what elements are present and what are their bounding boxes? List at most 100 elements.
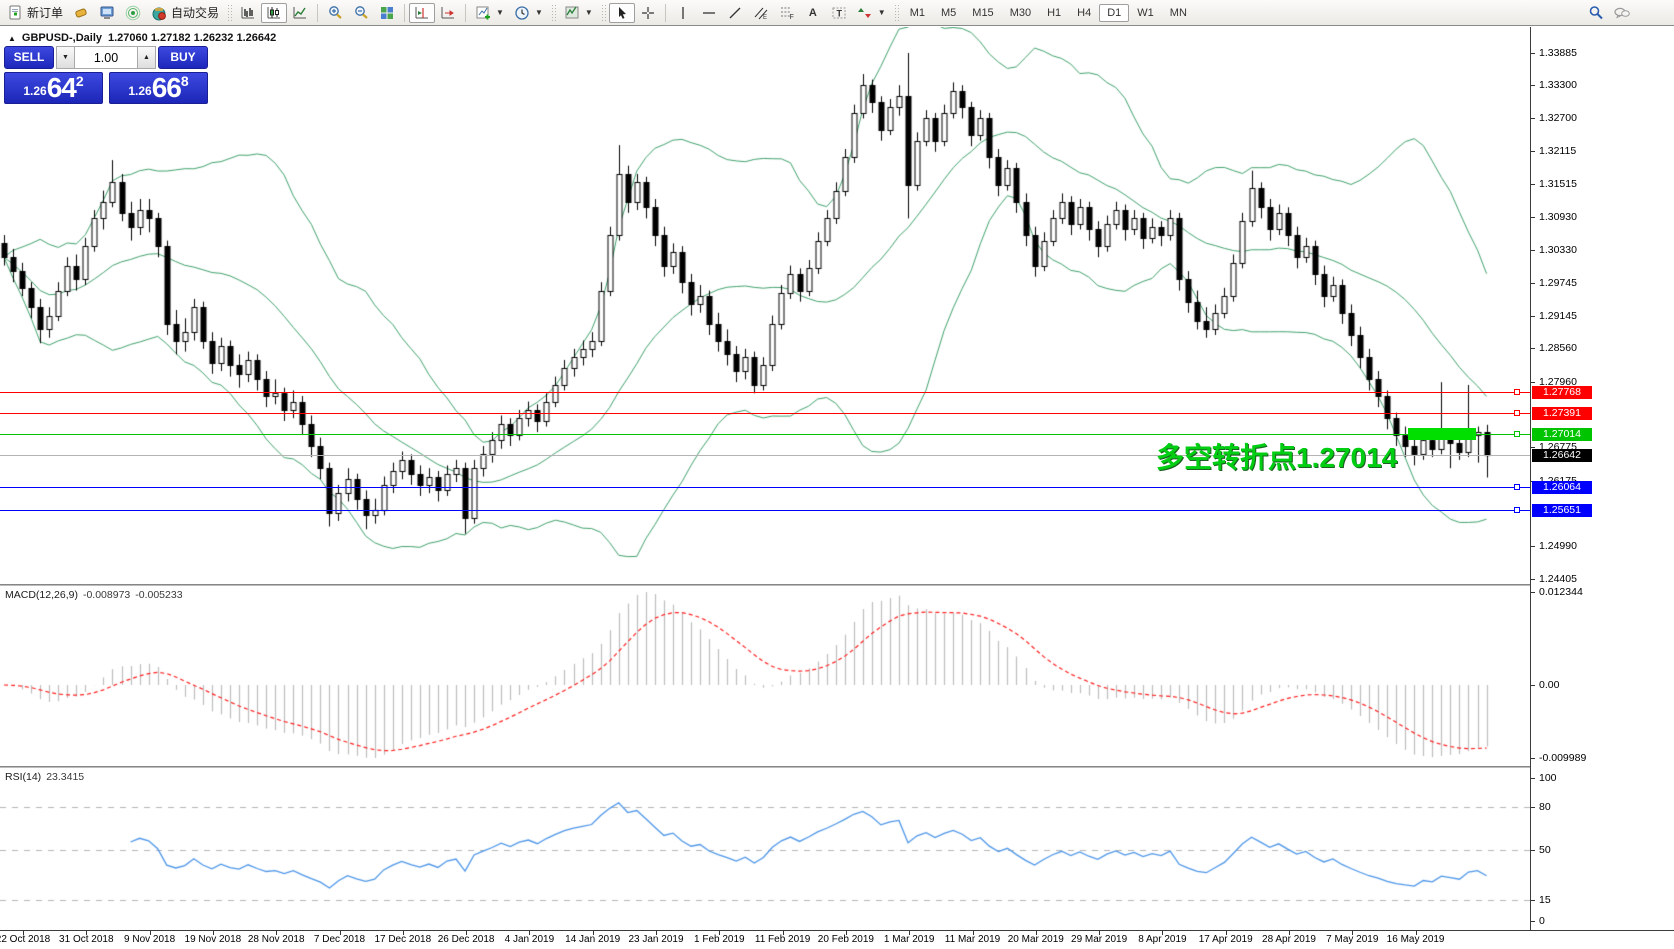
line-handle[interactable] [1514, 431, 1520, 437]
collapse-triangle-icon[interactable]: ▲ [8, 33, 16, 43]
signal-button[interactable] [120, 3, 146, 23]
axis-tick-label: 1.29145 [1539, 310, 1577, 322]
highlight-rectangle[interactable] [1408, 428, 1476, 440]
chart-shift-button[interactable] [409, 2, 436, 23]
timeframe-h4-button[interactable]: H4 [1077, 6, 1092, 19]
zoom-in-icon [327, 5, 343, 21]
bar-chart-button[interactable] [235, 3, 261, 23]
terminal-button[interactable] [94, 3, 120, 23]
macd-label: MACD(12,26,9) -0.008973 -0.005233 [5, 589, 183, 601]
timeframe-d1-button[interactable]: D1 [1099, 3, 1130, 22]
candlestick-chart-canvas[interactable] [0, 27, 1530, 584]
template-button[interactable]: ▼ [559, 3, 598, 23]
period-button[interactable]: ▼ [509, 3, 548, 23]
terminal-icon [99, 5, 115, 21]
axis-tick-label: 1.32115 [1539, 145, 1577, 157]
volume-increase-button[interactable]: ▲ [137, 46, 156, 69]
timeframe-m1-button[interactable]: M1 [909, 6, 925, 19]
horizontal-line-icon [701, 5, 717, 21]
pane-separator[interactable] [0, 766, 1674, 768]
sell-price-display[interactable]: 1.26 64 2 [4, 72, 103, 104]
auto-scroll-button[interactable] [435, 3, 461, 23]
buy-button[interactable]: BUY [158, 46, 208, 69]
date-label: 28 Nov 2018 [247, 934, 305, 945]
timeframe-m15-button[interactable]: M15 [972, 6, 994, 19]
period-icon [514, 5, 530, 21]
date-label: 9 Nov 2018 [124, 934, 176, 945]
auto-trading-button[interactable]: 自动交易 [146, 3, 224, 23]
date-label: 17 Dec 2018 [374, 934, 432, 945]
toolbar-grip [550, 3, 556, 22]
axis-tick-label: 1.33885 [1539, 47, 1577, 59]
text-button[interactable]: A [800, 3, 826, 23]
horizontal-level-line-1.27768[interactable] [0, 392, 1530, 393]
horizontal-line-button[interactable] [696, 3, 722, 23]
date-label: 1 Feb 2019 [693, 934, 745, 945]
axis-tick-label: 1.31515 [1539, 178, 1577, 190]
line-handle[interactable] [1514, 389, 1520, 395]
svg-text:F: F [789, 14, 793, 21]
axis-tick-label: 1.28560 [1539, 342, 1577, 354]
text-icon: A [808, 6, 817, 19]
add-indicator-button[interactable]: ▼ [470, 3, 509, 23]
date-label: 17 Apr 2019 [1198, 934, 1253, 945]
horizontal-level-line-1.27391[interactable] [0, 413, 1530, 414]
date-label: 14 Jan 2019 [565, 934, 621, 945]
zoom-in-button[interactable] [322, 3, 348, 23]
toolbar-grip [227, 3, 233, 22]
volume-input[interactable] [75, 46, 137, 69]
volume-decrease-button[interactable]: ▼ [56, 46, 75, 69]
price-axis[interactable]: 1.33885 1.33300 1.32700 1.32115 1.31515 1.309… [1530, 27, 1674, 930]
label-button[interactable]: T [826, 3, 852, 23]
line-handle[interactable] [1514, 484, 1520, 490]
axis-tick-label: 1.27960 [1539, 376, 1577, 388]
chevron-down-icon: ▼ [877, 8, 886, 17]
channel-button[interactable]: E [748, 3, 774, 23]
cursor-button[interactable] [608, 2, 635, 23]
buy-price-display[interactable]: 1.26 66 8 [109, 72, 208, 104]
vertical-line-button[interactable] [670, 3, 696, 23]
fibonacci-button[interactable]: F [774, 3, 800, 23]
pane-separator[interactable] [0, 584, 1674, 586]
time-axis[interactable]: 22 Oct 2018 31 Oct 2018 9 Nov 2018 19 Nov 2… [0, 930, 1674, 949]
search-icon[interactable] [1588, 5, 1604, 21]
eraser-button[interactable] [68, 3, 94, 23]
sell-button[interactable]: SELL [4, 46, 54, 69]
ohlc-values: 1.27060 1.27182 1.26232 1.26642 [108, 32, 277, 44]
symbol-label: GBPUSD-,Daily [21, 32, 102, 44]
horizontal-level-line-1.25651[interactable] [0, 510, 1530, 511]
date-label: 19 Nov 2018 [184, 934, 242, 945]
line-chart-button[interactable] [287, 3, 313, 23]
timeframe-w1-button[interactable]: W1 [1137, 6, 1154, 19]
new-order-button[interactable]: 新订单 [2, 3, 68, 23]
line-handle[interactable] [1514, 410, 1520, 416]
date-label: 20 Feb 2019 [817, 934, 874, 945]
line-handle[interactable] [1514, 507, 1520, 513]
timeframe-mn-button[interactable]: MN [1169, 6, 1187, 19]
candlestick-button[interactable] [261, 2, 288, 23]
axis-tick-label: 0.00 [1539, 679, 1560, 691]
crosshair-button[interactable] [635, 3, 661, 23]
add-indicator-icon [475, 5, 491, 21]
trendline-button[interactable] [722, 3, 748, 23]
arrows-button[interactable]: ▼ [852, 3, 891, 23]
chart-shift-icon [414, 5, 430, 21]
horizontal-level-line-1.26064[interactable] [0, 487, 1530, 488]
chart-annotation-text[interactable]: 多空转折点1.27014 [1156, 442, 1398, 473]
timeframe-h1-button[interactable]: H1 [1047, 6, 1062, 19]
tile-windows-icon [379, 5, 395, 21]
macd-pane: MACD(12,26,9) -0.008973 -0.005233 [0, 586, 1674, 766]
horizontal-level-line-1.27014[interactable] [0, 434, 1530, 435]
tile-windows-button[interactable] [374, 3, 400, 23]
zoom-out-button[interactable] [348, 3, 374, 23]
eraser-icon [73, 5, 89, 21]
timeframe-m5-button[interactable]: M5 [941, 6, 957, 19]
macd-chart-canvas[interactable] [0, 586, 1530, 766]
chat-icon[interactable] [1614, 5, 1630, 21]
date-label: 1 Mar 2019 [883, 934, 935, 945]
chevron-down-icon: ▼ [496, 8, 504, 17]
trendline-icon [727, 5, 743, 21]
timeframe-m30-button[interactable]: M30 [1009, 6, 1032, 19]
rsi-chart-canvas[interactable] [0, 768, 1530, 930]
